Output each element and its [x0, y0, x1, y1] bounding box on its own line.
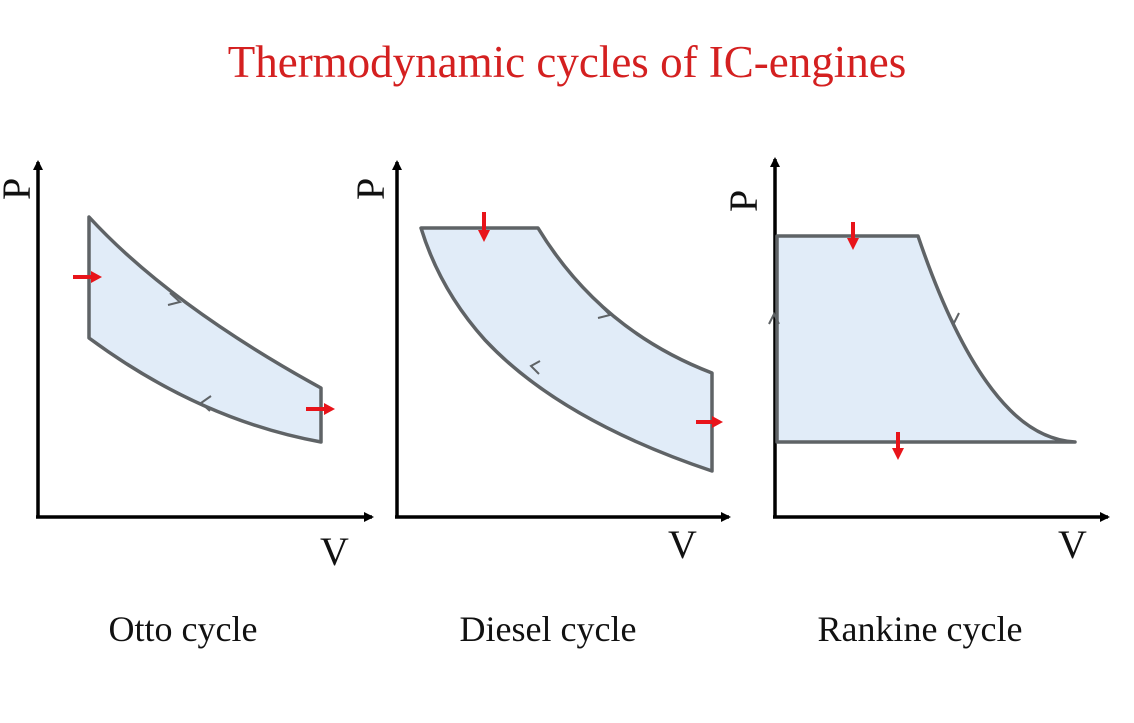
heat-out-arrow-icon	[306, 403, 335, 415]
heat-out-arrow-icon	[892, 432, 904, 460]
otto-v-label: V	[320, 529, 349, 574]
rankine-cycle-loop	[775, 234, 1077, 444]
rankine-p-label: P	[721, 190, 766, 212]
rankine-v-label: V	[1058, 522, 1087, 567]
expansion-direction-icon	[167, 292, 183, 306]
diesel-caption: Diesel cycle	[459, 609, 637, 649]
heat-out-arrow-icon	[696, 416, 723, 428]
diesel-p-label: P	[348, 178, 393, 200]
heat-in-arrow-icon	[478, 212, 490, 242]
heat-in-arrow-icon	[847, 222, 859, 250]
compression-direction-icon	[199, 395, 212, 412]
expansion-direction-icon	[947, 312, 960, 326]
diesel-v-label: V	[668, 522, 697, 567]
pump-direction-icon	[768, 311, 780, 325]
otto-caption: Otto cycle	[108, 609, 258, 649]
page-title: Thermodynamic cycles of IC-engines	[227, 37, 907, 87]
rankine-caption: Rankine cycle	[817, 609, 1023, 649]
compression-direction-icon	[529, 360, 541, 375]
expansion-direction-icon	[597, 305, 612, 319]
otto-diagram: P V	[0, 160, 374, 574]
diesel-diagram: P V	[348, 160, 731, 567]
heat-in-arrow-icon	[73, 271, 102, 283]
otto-p-label: P	[0, 178, 39, 200]
diesel-cycle-loop	[419, 226, 714, 473]
otto-cycle-loop	[87, 215, 323, 444]
rankine-diagram: P V	[721, 157, 1110, 567]
